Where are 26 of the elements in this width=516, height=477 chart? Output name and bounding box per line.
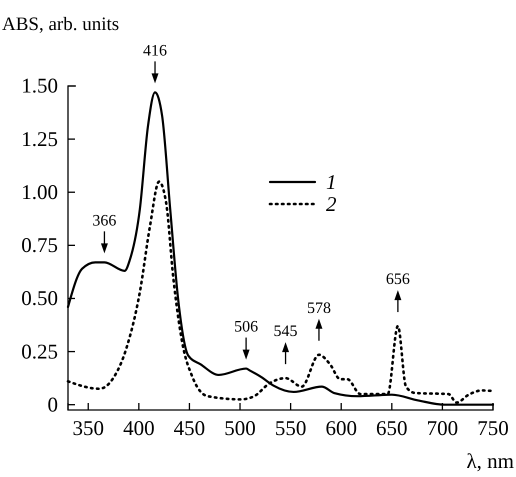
y-tick-label: 1.50 [21,74,58,98]
y-tick-label: 0.50 [21,286,58,310]
x-tick-label: 400 [123,416,155,440]
x-axis-title: λ, nm [466,449,514,473]
x-tick-label: 700 [426,416,458,440]
y-tick-label: 0.25 [21,339,58,364]
x-tick-label: 550 [274,416,306,440]
annotation: 416 [143,42,168,60]
y-axis-title: ABS, arb. units [2,14,120,35]
x-tick-label: 500 [224,416,256,440]
y-tick-label: 1.25 [21,126,58,151]
y-tick-label: 1.00 [21,180,58,204]
x-tick-label: 750 [477,416,509,440]
annotation: 366 [92,212,116,230]
annotation: 656 [386,271,410,288]
annotation: 506 [234,318,258,336]
legend-label: 2 [326,192,337,216]
x-tick-label: 650 [376,416,408,440]
annotation: 578 [306,300,331,317]
legend-label: 1 [326,170,336,194]
x-tick-label: 350 [72,416,104,440]
x-tick-label: 450 [174,416,206,440]
y-tick-label: 0.75 [21,233,58,258]
x-tick-label: 600 [325,416,357,440]
annotation: 545 [274,323,298,340]
y-tick-label: 0 [48,392,58,416]
